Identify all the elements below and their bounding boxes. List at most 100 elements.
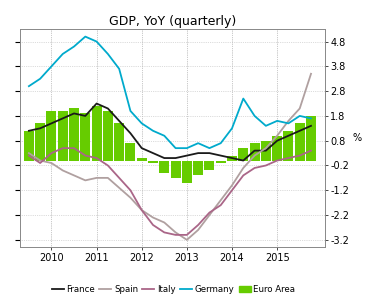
Italy (185, 233, 189, 237)
Spain (241, 166, 245, 170)
Bar (126, 143, 135, 161)
Spain (49, 161, 54, 165)
Germany (297, 114, 302, 118)
France (286, 134, 291, 137)
Spain (151, 216, 155, 219)
Y-axis label: %: % (353, 133, 362, 143)
Bar (159, 161, 169, 173)
France (207, 151, 212, 155)
Italy (49, 151, 54, 155)
Spain (185, 238, 189, 242)
Bar (171, 161, 181, 178)
Spain (72, 174, 76, 177)
Germany (49, 65, 54, 68)
Legend: France, Spain, Italy, Germany, Euro Area: France, Spain, Italy, Germany, Euro Area (48, 282, 299, 298)
Germany (151, 129, 155, 133)
Germany (218, 141, 223, 145)
Italy (38, 161, 43, 165)
Bar (193, 161, 203, 175)
Bar (35, 123, 45, 161)
Spain (309, 72, 313, 76)
Italy (72, 146, 76, 150)
France (162, 156, 167, 160)
France (297, 129, 302, 133)
France (94, 102, 99, 105)
Germany (38, 77, 43, 81)
Spain (94, 176, 99, 180)
Bar (137, 158, 147, 161)
Germany (83, 35, 87, 38)
Italy (27, 154, 31, 157)
Germany (264, 124, 268, 128)
Bar (103, 111, 113, 161)
Bar (46, 111, 57, 161)
Line: Germany: Germany (29, 37, 311, 148)
Bar (295, 123, 305, 161)
Germany (106, 52, 110, 56)
Spain (139, 208, 144, 212)
Spain (196, 228, 201, 232)
Bar (69, 108, 79, 161)
Bar (272, 136, 282, 161)
Spain (218, 198, 223, 202)
France (252, 149, 257, 153)
Italy (286, 156, 291, 160)
Spain (128, 196, 133, 200)
France (264, 149, 268, 153)
Germany (207, 146, 212, 150)
France (275, 139, 279, 143)
Germany (27, 84, 31, 88)
Germany (60, 52, 65, 56)
Italy (83, 154, 87, 157)
Line: Spain: Spain (29, 74, 311, 240)
Bar (204, 161, 215, 170)
Bar (114, 123, 124, 161)
Line: France: France (29, 104, 311, 161)
Spain (106, 176, 110, 180)
Italy (297, 154, 302, 157)
Germany (275, 119, 279, 123)
Spain (60, 169, 65, 172)
France (173, 156, 178, 160)
Germany (139, 121, 144, 125)
Germany (286, 121, 291, 125)
France (49, 121, 54, 125)
Germany (230, 127, 234, 130)
Germany (309, 117, 313, 120)
Germany (117, 67, 121, 71)
France (185, 154, 189, 157)
France (60, 117, 65, 120)
Italy (230, 188, 234, 192)
Italy (252, 166, 257, 170)
Germany (72, 45, 76, 48)
Bar (261, 141, 271, 161)
Bar (227, 156, 237, 161)
Germany (196, 141, 201, 145)
France (309, 124, 313, 128)
France (72, 112, 76, 115)
Spain (286, 119, 291, 123)
Spain (207, 213, 212, 217)
Italy (117, 176, 121, 180)
France (27, 129, 31, 133)
France (230, 156, 234, 160)
France (196, 151, 201, 155)
Italy (94, 156, 99, 160)
France (218, 154, 223, 157)
Spain (27, 151, 31, 155)
France (139, 146, 144, 150)
France (241, 159, 245, 162)
Italy (207, 211, 212, 214)
Bar (80, 114, 90, 161)
Spain (230, 184, 234, 187)
Germany (185, 146, 189, 150)
Bar (284, 131, 293, 161)
Italy (309, 149, 313, 153)
Italy (106, 164, 110, 167)
Italy (162, 231, 167, 234)
France (83, 114, 87, 118)
Italy (128, 188, 133, 192)
Germany (94, 40, 99, 43)
Title: GDP, YoY (quarterly): GDP, YoY (quarterly) (109, 15, 236, 28)
Germany (252, 114, 257, 118)
